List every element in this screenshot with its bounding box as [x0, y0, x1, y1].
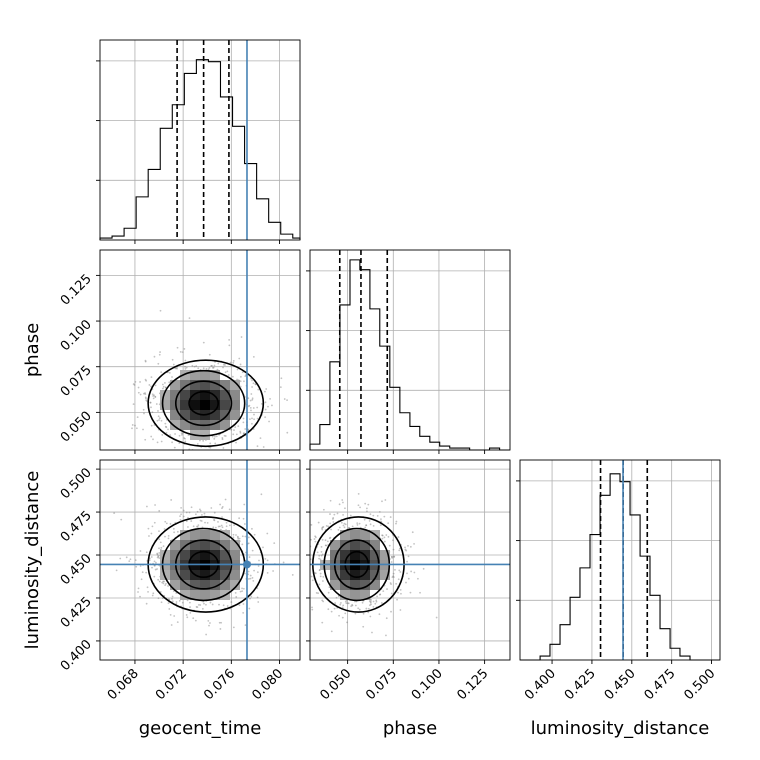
y-tick-2-1: 0.425: [58, 594, 95, 631]
y-tick-2-2: 0.450: [58, 551, 95, 588]
x-tick-1-2: 0.100: [409, 666, 446, 703]
y-axis-label-1: phase: [22, 323, 43, 377]
density-phase-vs-luminosity-distance-panel: [306, 459, 511, 664]
hist-phase-frame: [309, 249, 511, 451]
density-geocent-time-vs-phase-density-cells: [160, 370, 240, 440]
y-tick-1-0: 0.050: [58, 409, 95, 446]
y-tick-2-0: 0.400: [58, 637, 95, 674]
density-geocent-time-vs-luminosity-distance-truth-marker: [242, 560, 251, 569]
x-tick-1-1: 0.075: [363, 666, 400, 703]
hist-phase-panel: [306, 249, 511, 454]
hist-luminosity-distance-grid: [520, 460, 720, 660]
x-tick-2-4: 0.500: [681, 666, 718, 703]
density-geocent-time-vs-phase-contour-2: [161, 369, 246, 437]
hist-luminosity-distance-steps: [520, 473, 720, 661]
hist-geocent-time-frame: [99, 39, 301, 241]
x-tick-2-1: 0.425: [562, 666, 599, 703]
x-tick-1-3: 0.125: [455, 666, 492, 703]
x-tick-2-2: 0.450: [602, 666, 639, 703]
y-axis-label-2: luminosity_distance: [22, 471, 43, 650]
x-tick-0-1: 0.072: [153, 666, 190, 703]
y-tick-2-4: 0.500: [58, 465, 95, 502]
x-tick-0-0: 0.068: [105, 666, 142, 703]
y-tick-1-3: 0.125: [58, 272, 95, 309]
y-tick-2-3: 0.475: [58, 508, 95, 545]
x-axis-label-0: geocent_time: [139, 718, 262, 739]
density-phase-vs-luminosity-distance-frame: [309, 459, 511, 661]
density-geocent-time-vs-luminosity-distance-frame: [99, 459, 301, 661]
y-tick-1-2: 0.100: [58, 317, 95, 354]
hist-luminosity-distance-frame: [519, 459, 721, 661]
density-geocent-time-vs-luminosity-distance-panel: [96, 459, 301, 664]
hist-geocent-time-grid: [100, 40, 300, 240]
x-tick-0-3: 0.080: [249, 666, 286, 703]
density-geocent-time-vs-phase-panel: [96, 249, 301, 454]
x-axis-label-1: phase: [383, 718, 437, 739]
density-geocent-time-vs-phase-contour-1: [174, 380, 233, 427]
y-tick-1-1: 0.075: [58, 363, 95, 400]
x-axis-label-2: luminosity_distance: [531, 718, 710, 739]
hist-geocent-time-panel: [96, 39, 301, 244]
density-geocent-time-vs-phase-frame: [99, 249, 301, 451]
hist-luminosity-distance-panel: [516, 459, 721, 664]
hist-phase-grid: [310, 250, 510, 450]
hist-geocent-time-steps: [99, 59, 301, 240]
x-tick-1-0: 0.050: [318, 666, 355, 703]
x-tick-2-3: 0.475: [642, 666, 679, 703]
density-geocent-time-vs-phase-contour-3: [147, 359, 265, 448]
density-geocent-time-vs-phase-contour-0: [188, 390, 219, 416]
x-tick-0-2: 0.076: [201, 666, 238, 703]
x-tick-2-0: 0.400: [522, 666, 559, 703]
